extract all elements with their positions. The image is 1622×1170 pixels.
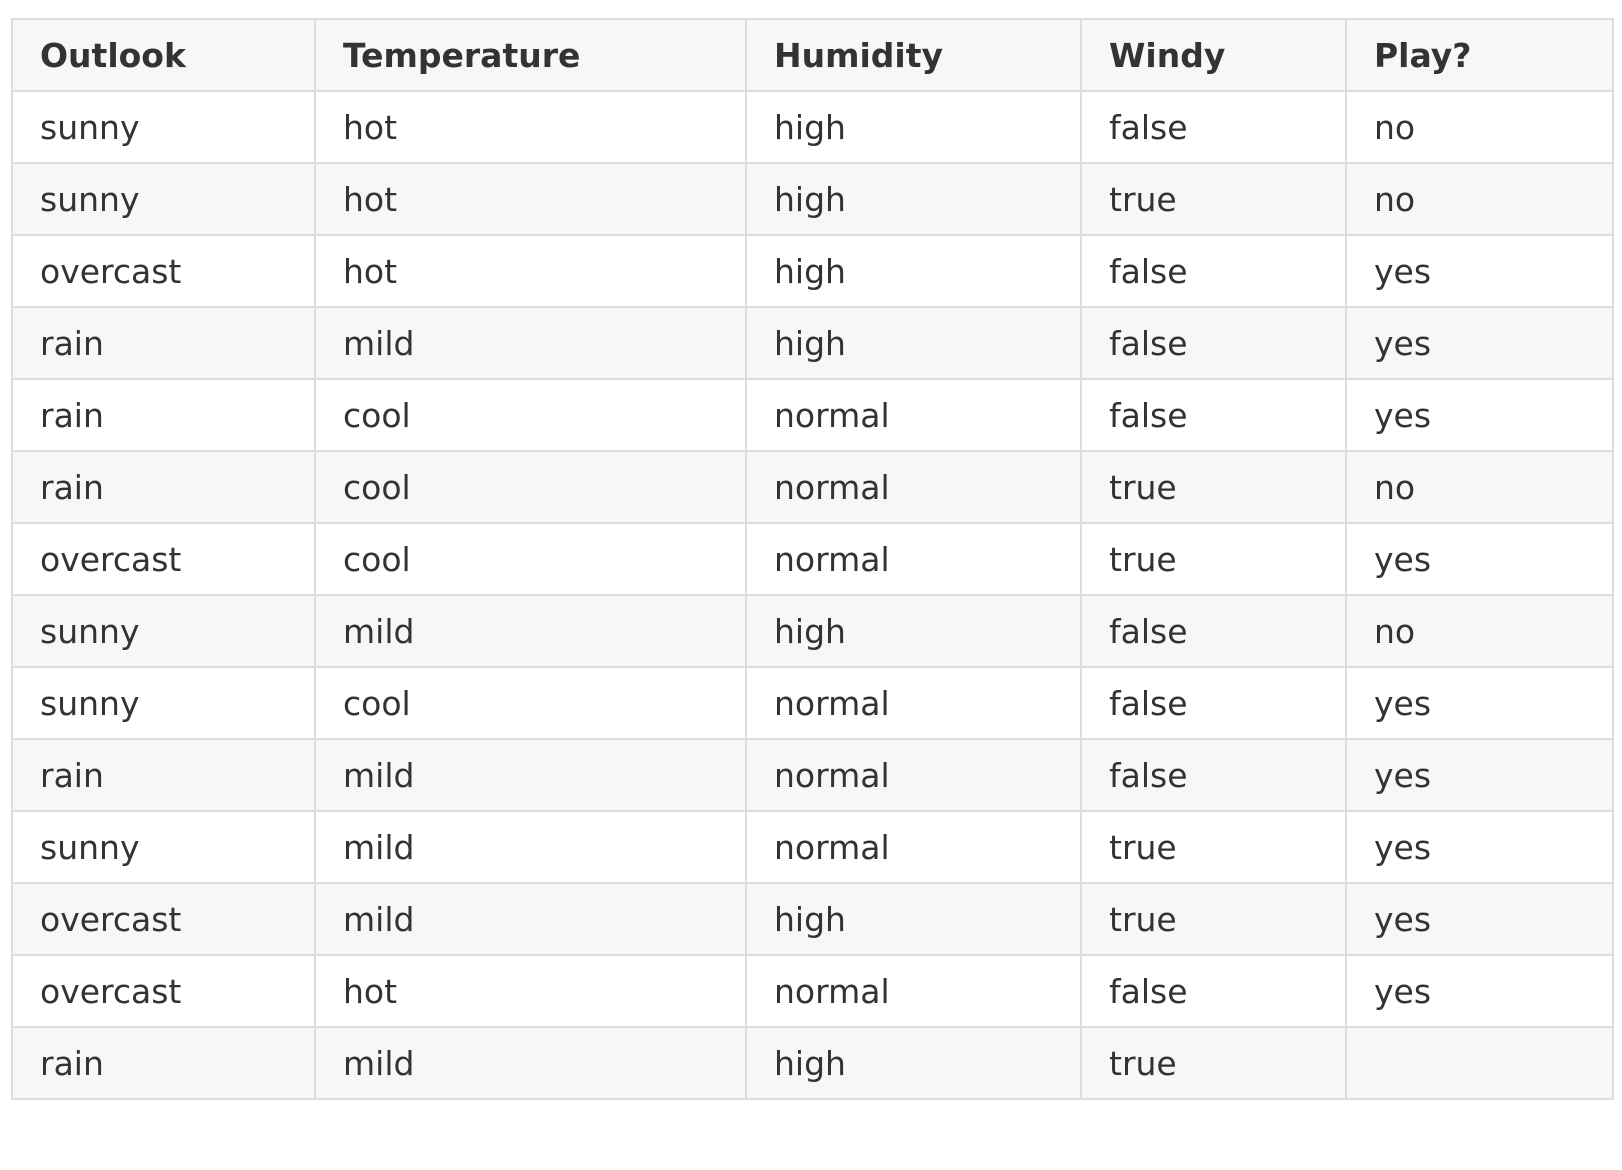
cell-humidity: normal [745,666,1082,740]
column-header-humidity: Humidity [745,18,1082,92]
cell-windy: false [1080,378,1347,452]
cell-play: yes [1345,666,1614,740]
cell-temperature: mild [314,1026,747,1100]
cell-outlook: rain [11,1026,316,1100]
table-row: overcast cool normal true yes [11,522,1614,596]
cell-play: no [1345,162,1614,236]
cell-play: yes [1345,234,1614,308]
data-table-container: Outlook Temperature Humidity Windy Play?… [11,18,1614,1100]
cell-outlook: sunny [11,594,316,668]
cell-temperature: cool [314,522,747,596]
table-row: overcast hot normal false yes [11,954,1614,1028]
cell-humidity: high [745,234,1082,308]
cell-windy: false [1080,306,1347,380]
cell-outlook: overcast [11,234,316,308]
cell-windy: false [1080,594,1347,668]
column-header-temperature: Temperature [314,18,747,92]
cell-temperature: mild [314,810,747,884]
table-row: sunny cool normal false yes [11,666,1614,740]
cell-outlook: rain [11,306,316,380]
cell-outlook: overcast [11,882,316,956]
cell-humidity: normal [745,738,1082,812]
cell-temperature: mild [314,306,747,380]
table-row: overcast hot high false yes [11,234,1614,308]
table-row: sunny hot high false no [11,90,1614,164]
cell-play: yes [1345,522,1614,596]
table-row: sunny mild normal true yes [11,810,1614,884]
cell-temperature: hot [314,162,747,236]
cell-outlook: rain [11,450,316,524]
cell-outlook: overcast [11,522,316,596]
cell-humidity: high [745,594,1082,668]
cell-temperature: mild [314,882,747,956]
table-row: overcast mild high true yes [11,882,1614,956]
cell-humidity: normal [745,810,1082,884]
cell-outlook: sunny [11,810,316,884]
cell-play: no [1345,450,1614,524]
cell-play [1345,1026,1614,1100]
cell-temperature: hot [314,234,747,308]
cell-windy: false [1080,738,1347,812]
cell-temperature: hot [314,954,747,1028]
cell-temperature: mild [314,738,747,812]
table-header-row: Outlook Temperature Humidity Windy Play? [11,18,1614,92]
cell-humidity: high [745,306,1082,380]
table-row: rain mild high true [11,1026,1614,1100]
cell-outlook: rain [11,378,316,452]
cell-outlook: sunny [11,666,316,740]
cell-temperature: mild [314,594,747,668]
cell-outlook: rain [11,738,316,812]
cell-temperature: cool [314,378,747,452]
cell-windy: true [1080,882,1347,956]
cell-play: yes [1345,306,1614,380]
cell-humidity: normal [745,522,1082,596]
cell-play: no [1345,594,1614,668]
weather-play-table: Outlook Temperature Humidity Windy Play?… [11,18,1614,1100]
cell-play: yes [1345,378,1614,452]
cell-play: yes [1345,810,1614,884]
cell-outlook: overcast [11,954,316,1028]
cell-windy: false [1080,954,1347,1028]
cell-humidity: normal [745,378,1082,452]
cell-humidity: high [745,1026,1082,1100]
cell-outlook: sunny [11,90,316,164]
cell-windy: true [1080,522,1347,596]
cell-windy: false [1080,234,1347,308]
cell-windy: true [1080,810,1347,884]
column-header-windy: Windy [1080,18,1347,92]
cell-windy: false [1080,666,1347,740]
column-header-outlook: Outlook [11,18,316,92]
cell-humidity: normal [745,450,1082,524]
cell-temperature: cool [314,666,747,740]
table-row: sunny hot high true no [11,162,1614,236]
cell-play: yes [1345,882,1614,956]
cell-humidity: high [745,882,1082,956]
column-header-play: Play? [1345,18,1614,92]
cell-humidity: high [745,162,1082,236]
table-row: rain cool normal false yes [11,378,1614,452]
table-row: rain mild high false yes [11,306,1614,380]
cell-play: no [1345,90,1614,164]
table-row: rain mild normal false yes [11,738,1614,812]
cell-play: yes [1345,738,1614,812]
cell-outlook: sunny [11,162,316,236]
cell-windy: true [1080,450,1347,524]
cell-temperature: hot [314,90,747,164]
cell-humidity: high [745,90,1082,164]
cell-temperature: cool [314,450,747,524]
cell-windy: true [1080,162,1347,236]
cell-windy: false [1080,90,1347,164]
cell-humidity: normal [745,954,1082,1028]
table-row: rain cool normal true no [11,450,1614,524]
table-row: sunny mild high false no [11,594,1614,668]
cell-play: yes [1345,954,1614,1028]
cell-windy: true [1080,1026,1347,1100]
